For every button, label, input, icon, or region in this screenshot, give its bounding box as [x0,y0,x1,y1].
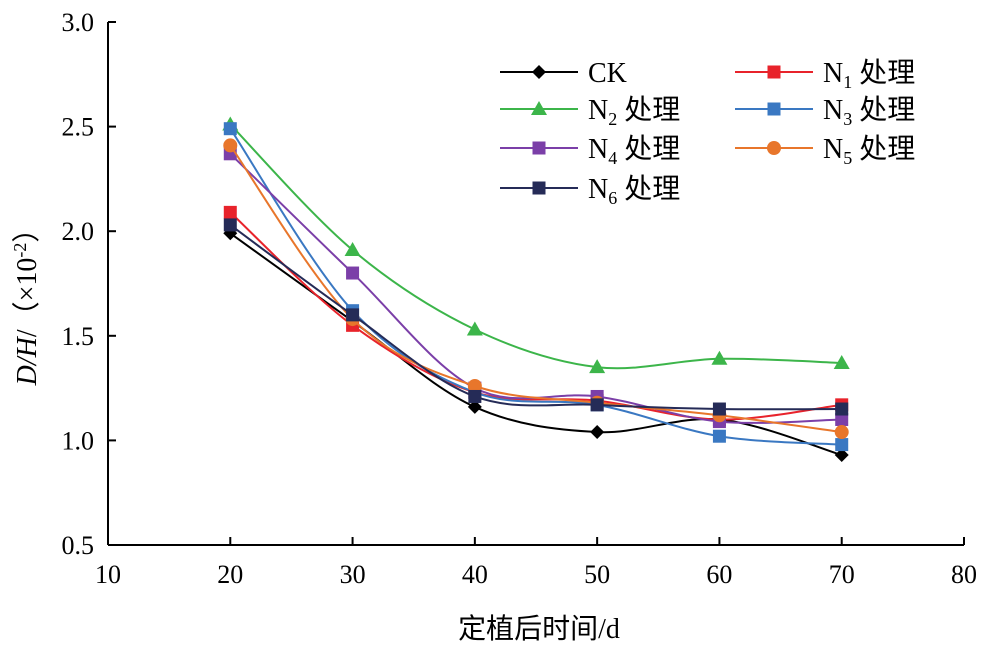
series-6 [223,218,849,416]
data-point [589,359,606,374]
legend-marker [767,102,781,116]
y-tick-label: 1.0 [62,426,95,455]
legend-label: CK [588,58,627,89]
data-point [835,438,849,452]
legend-label-sub: 3 [843,109,852,129]
legend-label-main: CK [588,58,627,89]
data-point [712,429,726,443]
data-point [711,350,728,365]
legend-label-sub: 6 [608,188,617,208]
data-point [468,389,482,403]
y-axis-title-sup: -2 [10,243,30,258]
legend-item: N5 处理 [735,133,915,168]
y-tick-label: 2.5 [62,113,95,142]
series-line [229,211,842,421]
legend-label-suffix: 处理 [852,94,915,126]
data-point [712,402,726,416]
y-axis-title-italic: D/H [12,335,43,386]
legend-label-suffix: 处理 [852,57,915,89]
data-point [466,321,483,336]
x-axis-title: 定植后时间/d [458,613,620,645]
data-point [223,138,238,153]
series-line [229,128,842,446]
data-point [834,425,849,440]
data-point [834,448,849,463]
legend-marker [767,141,781,155]
legend-item: N4 处理 [500,133,680,168]
data-point [590,398,604,412]
legend-label: N6 处理 [588,173,680,208]
legend-label-main: N [588,174,608,205]
legend-label-main: N [823,58,843,89]
y-tick-label: 1.5 [62,322,95,351]
data-point [344,242,361,257]
legend-label-main: N [588,134,608,165]
series-line [229,224,842,411]
series-2 [222,116,850,374]
legend-label-suffix: 处理 [617,94,680,126]
data-point [835,412,849,426]
x-tick-label: 50 [584,560,610,589]
x-tick-label: 20 [217,560,243,589]
legend-label-sub: 4 [608,148,617,168]
legend-marker [767,65,781,79]
legend-label-main: N [588,95,608,126]
legend-marker [532,65,546,79]
legend-marker [532,181,546,195]
series-layer [222,116,850,463]
legend-item: N6 处理 [500,173,680,208]
data-point [223,218,237,232]
y-axis-title-rest: /（×10 [11,258,43,338]
legend-label-main: N [823,95,843,126]
legend-label-sub: 2 [608,109,617,129]
data-point [467,399,482,414]
series-0 [223,226,849,463]
legend-label: N2 处理 [588,94,680,129]
legend-label-suffix: 处理 [617,173,680,205]
legend-label-suffix: 处理 [617,133,680,165]
series-line [229,144,842,434]
legend-label: N4 处理 [588,133,680,168]
legend-label: N3 处理 [823,94,915,129]
series-3 [223,122,849,452]
data-point [833,354,850,369]
axes: 0.5 1.0 1.5 2.0 2.5 3.0 10 20 30 40 50 60 70 80 [62,8,978,589]
legend-label-main: N [823,134,843,165]
x-tick-label: 60 [706,560,732,589]
x-tick-label: 30 [340,560,366,589]
data-point [467,379,482,394]
series-line [229,232,842,457]
series-line [229,153,842,424]
data-point [590,425,605,440]
y-tick-label: 2.0 [62,217,95,246]
x-tick-label: 40 [462,560,488,589]
legend-marker [532,141,546,155]
data-point [346,308,360,322]
legend-label-sub: 5 [843,148,852,168]
x-tick-label: 80 [951,560,977,589]
legend-item: N1 处理 [735,57,915,92]
data-point [346,266,360,280]
x-tick-label: 10 [95,560,121,589]
data-point [835,402,849,416]
data-point [223,205,237,219]
y-tick-label: 0.5 [62,531,95,560]
y-axis-title: D/H/（×10-2） [10,215,43,387]
legend-label-sub: 1 [843,72,852,92]
legend-item: N2 处理 [500,94,680,129]
y-tick-label: 3.0 [62,8,95,37]
legend-marker [531,101,547,115]
series-line [229,123,842,370]
legend-item: CK [500,58,627,89]
legend-item: N3 处理 [735,94,915,129]
data-point [223,122,237,136]
legend-label-suffix: 处理 [852,133,915,165]
legend-label: N1 处理 [823,57,915,92]
legend-label: N5 处理 [823,133,915,168]
y-axis-title-close: ） [11,215,43,243]
x-tick-label: 70 [829,560,855,589]
